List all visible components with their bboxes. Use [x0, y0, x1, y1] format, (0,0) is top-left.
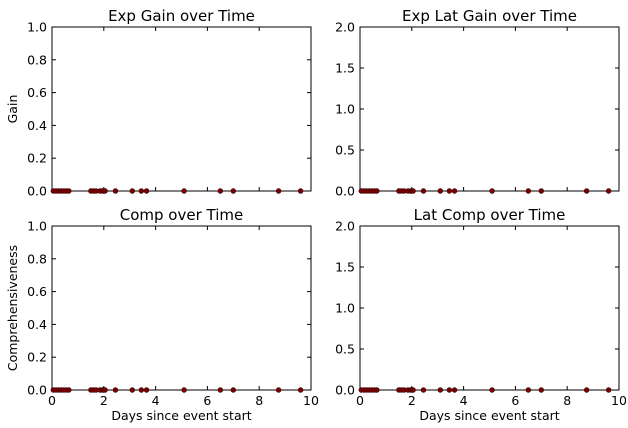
x-tick-label: 6 — [511, 393, 519, 408]
data-point — [230, 188, 237, 194]
plot-frame — [359, 225, 620, 391]
y-tick-label: 0.2 — [27, 151, 47, 166]
data-point — [66, 387, 72, 393]
y-tick-label: 1.0 — [335, 102, 355, 117]
y-tick-label: 0.5 — [335, 342, 355, 357]
y-tick-label: 1.5 — [335, 260, 355, 275]
data-point — [112, 387, 119, 393]
data-point — [112, 188, 119, 194]
y-tick-label: 1.0 — [27, 20, 47, 35]
x-tick-label: 2 — [408, 393, 416, 408]
data-point — [446, 387, 453, 393]
subplot-2: Exp Lat Gain over Time 0.0 0.5 1.0 1.5 2.0 — [335, 7, 620, 199]
y-tick-label: 0.0 — [335, 383, 355, 398]
x-tick-label: 6 — [203, 393, 211, 408]
y-tick-label: 0.5 — [335, 143, 355, 158]
data-point — [66, 188, 72, 194]
data-point — [275, 387, 282, 393]
data-point — [143, 387, 150, 393]
data-point — [230, 387, 237, 393]
chart-title: Exp Lat Gain over Time — [402, 7, 577, 25]
y-tick-label: 0.4 — [27, 118, 47, 133]
data-point — [297, 188, 304, 194]
x-axis-label: Days since event start — [419, 408, 559, 423]
data-point — [138, 188, 145, 194]
data-point — [297, 387, 304, 393]
plot-frame — [51, 26, 312, 192]
data-point — [583, 387, 590, 393]
y-tick-label: 0.8 — [27, 52, 47, 67]
subplot-1: Exp Gain over Time 0.0 0.2 0.4 0.6 0.8 1.0 Gain — [5, 7, 312, 199]
y-axis-label: Gain — [5, 95, 20, 124]
data-point — [410, 387, 416, 393]
data-point — [181, 387, 187, 393]
y-tick-label: 0.0 — [335, 184, 355, 199]
x-tick-label: 10 — [303, 393, 319, 408]
y-tick-label: 0.0 — [27, 184, 47, 199]
y-tick-label: 0.6 — [27, 85, 47, 100]
data-point — [583, 188, 590, 194]
y-tick-label: 0.6 — [27, 284, 47, 299]
subplot-3: Comp over Time 0.0 0.2 0.4 0.6 0.8 1.0 0 2 4 6 8 10 C… — [5, 206, 319, 423]
y-tick-label: 2.0 — [335, 219, 355, 234]
data-point — [489, 387, 495, 393]
data-point — [451, 387, 458, 393]
data-point — [446, 188, 453, 194]
data-point — [437, 188, 443, 194]
data-point — [129, 387, 135, 393]
data-point — [374, 387, 380, 393]
x-tick-label: 4 — [152, 393, 160, 408]
subplot-4: Lat Comp over Time 0.0 0.5 1.0 1.5 2.0 0 2 4 6 8 10… — [335, 206, 627, 423]
data-point — [437, 387, 443, 393]
x-tick-label: 0 — [48, 393, 56, 408]
data-point — [525, 387, 532, 393]
data-point — [143, 188, 150, 194]
y-tick-label: 0.8 — [27, 251, 47, 266]
data-point — [525, 188, 532, 194]
x-tick-label: 8 — [255, 393, 263, 408]
y-axis-label: Comprehensiveness — [5, 245, 20, 371]
data-point — [420, 188, 427, 194]
data-point — [605, 387, 612, 393]
chart-title: Exp Gain over Time — [108, 7, 255, 25]
x-tick-label: 10 — [611, 393, 627, 408]
y-tick-label: 2.0 — [335, 20, 355, 35]
data-point — [374, 188, 380, 194]
y-tick-label: 1.0 — [27, 219, 47, 234]
data-point — [129, 188, 135, 194]
data-point — [538, 387, 544, 393]
data-point — [102, 387, 108, 393]
chart-title: Comp over Time — [120, 206, 243, 224]
plot-frame — [359, 26, 620, 192]
data-point — [217, 188, 224, 194]
data-point — [489, 188, 495, 194]
data-point — [420, 387, 427, 393]
x-tick-label: 0 — [356, 393, 364, 408]
x-tick-label: 4 — [460, 393, 468, 408]
data-point — [451, 188, 458, 194]
y-tick-label: 0.4 — [27, 317, 47, 332]
x-axis-label: Days since event start — [111, 408, 251, 423]
data-point — [410, 188, 416, 194]
y-tick-label: 0.0 — [27, 383, 47, 398]
plot-frame — [51, 225, 312, 391]
data-point — [605, 188, 612, 194]
data-point — [275, 188, 282, 194]
x-tick-label: 8 — [563, 393, 571, 408]
data-point — [138, 387, 145, 393]
y-tick-label: 1.0 — [335, 301, 355, 316]
data-point — [217, 387, 224, 393]
y-tick-label: 0.2 — [27, 350, 47, 365]
x-tick-label: 2 — [100, 393, 108, 408]
y-tick-label: 1.5 — [335, 61, 355, 76]
data-point — [181, 188, 187, 194]
chart-title: Lat Comp over Time — [414, 206, 566, 224]
data-point — [538, 188, 544, 194]
data-point — [102, 188, 108, 194]
